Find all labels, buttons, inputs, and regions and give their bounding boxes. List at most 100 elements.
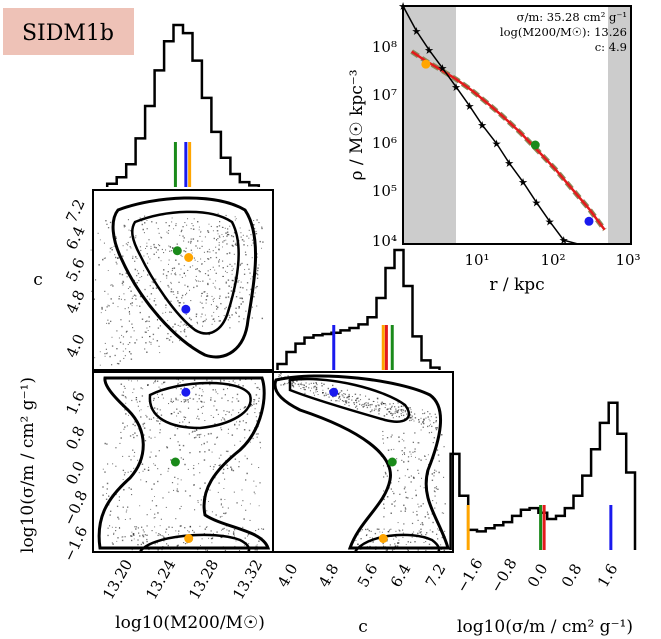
- scatter-sample: [400, 413, 402, 415]
- scatter-sample: [123, 385, 125, 387]
- scatter-sample: [361, 529, 363, 531]
- scatter-sample: [200, 545, 201, 546]
- scatter-sample: [162, 535, 164, 537]
- scatter-sample: [179, 449, 181, 451]
- scatter-sample: [193, 437, 196, 439]
- ytick-c-6.4: 6.4: [62, 223, 88, 252]
- scatter-sample: [242, 500, 244, 502]
- xtick-c-7.2: 7.2: [422, 561, 450, 591]
- scatter-sample: [404, 411, 406, 413]
- scatter-sample: [115, 526, 117, 529]
- scatter-sample: [122, 336, 125, 338]
- scatter-sample: [104, 355, 106, 357]
- scatter-sample: [222, 267, 224, 269]
- scatter-sample: [216, 230, 219, 232]
- scatter-sample: [211, 542, 213, 544]
- scatter-sample: [327, 393, 329, 395]
- panel-sigma-vs-c: [272, 371, 454, 553]
- scatter-sample: [131, 549, 133, 551]
- scatter-sample: [257, 274, 259, 276]
- scatter-sample: [148, 469, 150, 471]
- point-blue: [329, 387, 339, 397]
- scatter-sample: [142, 529, 144, 531]
- scatter-sample: [244, 269, 246, 271]
- scatter-sample: [191, 431, 193, 433]
- scatter-sample: [250, 234, 252, 236]
- scatter-sample: [145, 331, 147, 334]
- scatter-sample: [407, 541, 409, 543]
- scatter-sample: [215, 252, 217, 254]
- scatter-sample: [209, 384, 211, 386]
- scatter-sample: [122, 479, 124, 480]
- scatter-sample: [120, 319, 122, 321]
- scatter-sample: [388, 529, 390, 531]
- scatter-sample: [175, 259, 177, 261]
- scatter-sample: [179, 274, 181, 276]
- histogram-m200: [105, 23, 261, 187]
- scatter-sample: [156, 319, 159, 321]
- scatter-sample: [105, 220, 107, 222]
- scatter-sample: [373, 401, 375, 402]
- scatter-sample: [124, 396, 127, 398]
- scatter-sample: [122, 506, 124, 508]
- scatter-sample: [191, 223, 193, 225]
- scatter-sample: [220, 381, 222, 383]
- scatter-sample: [420, 417, 422, 419]
- scatter-sample: [177, 490, 179, 493]
- scatter-sample: [378, 413, 380, 415]
- scatter-sample: [348, 405, 350, 407]
- scatter-sample: [250, 288, 252, 291]
- scatter-sample: [201, 292, 203, 294]
- scatter-sample: [218, 288, 221, 290]
- scatter-sample: [179, 525, 181, 527]
- scatter-sample: [246, 289, 248, 291]
- scatter-sample: [411, 417, 413, 419]
- scatter-sample: [183, 272, 185, 274]
- scatter-sample: [225, 414, 227, 416]
- scatter-sample: [251, 404, 252, 406]
- scatter-sample: [218, 261, 220, 263]
- scatter-sample: [196, 321, 198, 324]
- scatter-sample: [182, 380, 184, 382]
- scatter-sample: [190, 318, 192, 321]
- scatter-sample: [248, 268, 250, 270]
- scatter-sample: [286, 383, 288, 385]
- scatter-sample: [234, 535, 235, 537]
- scatter-sample: [251, 276, 253, 278]
- scatter-sample: [141, 395, 144, 397]
- scatter-sample: [390, 488, 393, 490]
- scatter-sample: [211, 511, 213, 513]
- scatter-sample: [155, 247, 157, 249]
- scatter-sample: [246, 235, 248, 237]
- scatter-sample: [211, 380, 213, 382]
- scatter-sample: [189, 495, 191, 497]
- scatter-sample: [203, 291, 205, 293]
- scatter-sample: [262, 241, 264, 243]
- scatter-sample: [145, 321, 147, 323]
- xtick-100: 10²: [540, 251, 565, 269]
- scatter-sample: [138, 532, 140, 534]
- scatter-sample: [150, 245, 152, 247]
- scatter-sample: [227, 319, 229, 321]
- scatter-sample: [201, 401, 203, 403]
- scatter-sample: [435, 416, 438, 419]
- scatter-sample: [384, 415, 386, 417]
- scatter-sample: [122, 455, 124, 457]
- scatter-sample: [402, 409, 404, 411]
- contour-outer-c-m200: [111, 196, 258, 359]
- scatter-sample: [233, 531, 235, 533]
- contour-inner-c-m200: [131, 210, 240, 335]
- scatter-sample: [204, 482, 206, 484]
- scatter-sample: [362, 406, 364, 408]
- scatter-sample: [204, 273, 207, 275]
- scatter-sample: [153, 243, 155, 246]
- scatter-sample: [122, 350, 124, 352]
- scatter-sample: [144, 348, 146, 350]
- scatter-sample: [160, 518, 162, 520]
- scatter-sample: [243, 544, 245, 546]
- scatter-sample: [229, 327, 231, 329]
- scatter-sample: [107, 534, 109, 537]
- scatter-sample: [104, 471, 106, 473]
- scatter-sample: [214, 286, 216, 288]
- scatter-sample: [122, 245, 124, 247]
